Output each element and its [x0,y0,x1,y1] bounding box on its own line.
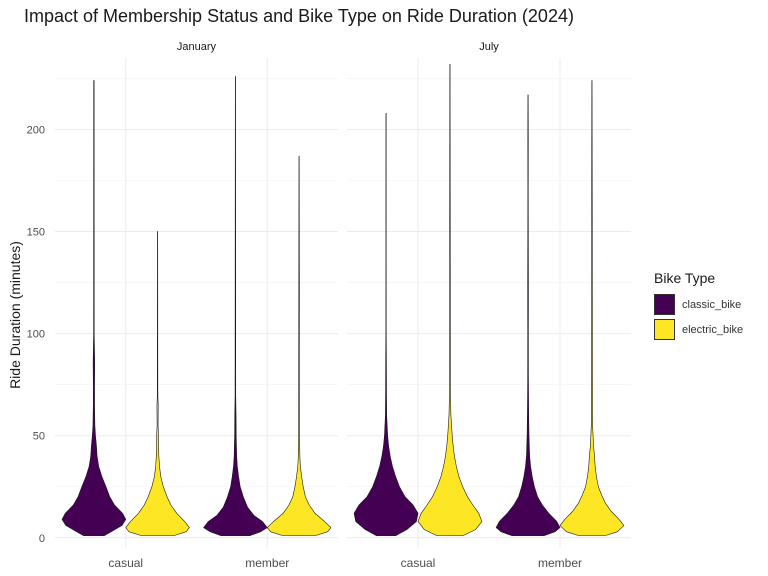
legend-swatch-classic-bike [654,294,675,315]
legend-swatch-electric-bike [654,319,675,340]
violin-january-casual-electric-bike [125,231,190,537]
facet-label: January [177,41,217,53]
violin-january-member-electric-bike [266,155,332,537]
x-tick-label: casual [401,556,436,570]
violin-july-member-electric-bike [559,80,625,537]
y-axis: 0 50 100 150 200 [27,124,45,544]
facet-panels: January casual member July casual member [55,41,631,570]
violin-july-member-classic-bike [495,94,561,537]
x-tick-label: member [538,556,582,570]
y-tick-label: 200 [27,124,45,136]
violin-july-casual-classic-bike [353,112,419,537]
y-tick-label: 0 [39,533,45,545]
legend-item-electric-bike: electric_bike [654,317,743,342]
facet-panel-july: July casual member [347,41,631,570]
facet-panel-january: January casual member [55,41,338,570]
legend-label-classic-bike: classic_bike [682,298,742,311]
chart-title: Impact of Membership Status and Bike Typ… [24,6,574,26]
y-tick-label: 150 [27,227,45,239]
y-axis-label: Ride Duration (minutes) [7,241,23,389]
violin-january-member-classic-bike [203,76,268,537]
legend-item-classic-bike: classic_bike [654,292,743,317]
legend-label-electric-bike: electric_bike [682,323,744,336]
x-tick-label: casual [108,556,143,570]
facet-label: July [479,41,499,53]
x-tick-label: member [245,556,289,570]
legend-title: Bike Type [654,270,716,286]
violin-january-casual-classic-bike [61,80,127,537]
legend: Bike Type classic_bike electric_bike [654,270,743,342]
y-tick-label: 50 [33,431,45,443]
violin-july-casual-electric-bike [417,63,483,537]
y-tick-label: 100 [27,329,45,341]
